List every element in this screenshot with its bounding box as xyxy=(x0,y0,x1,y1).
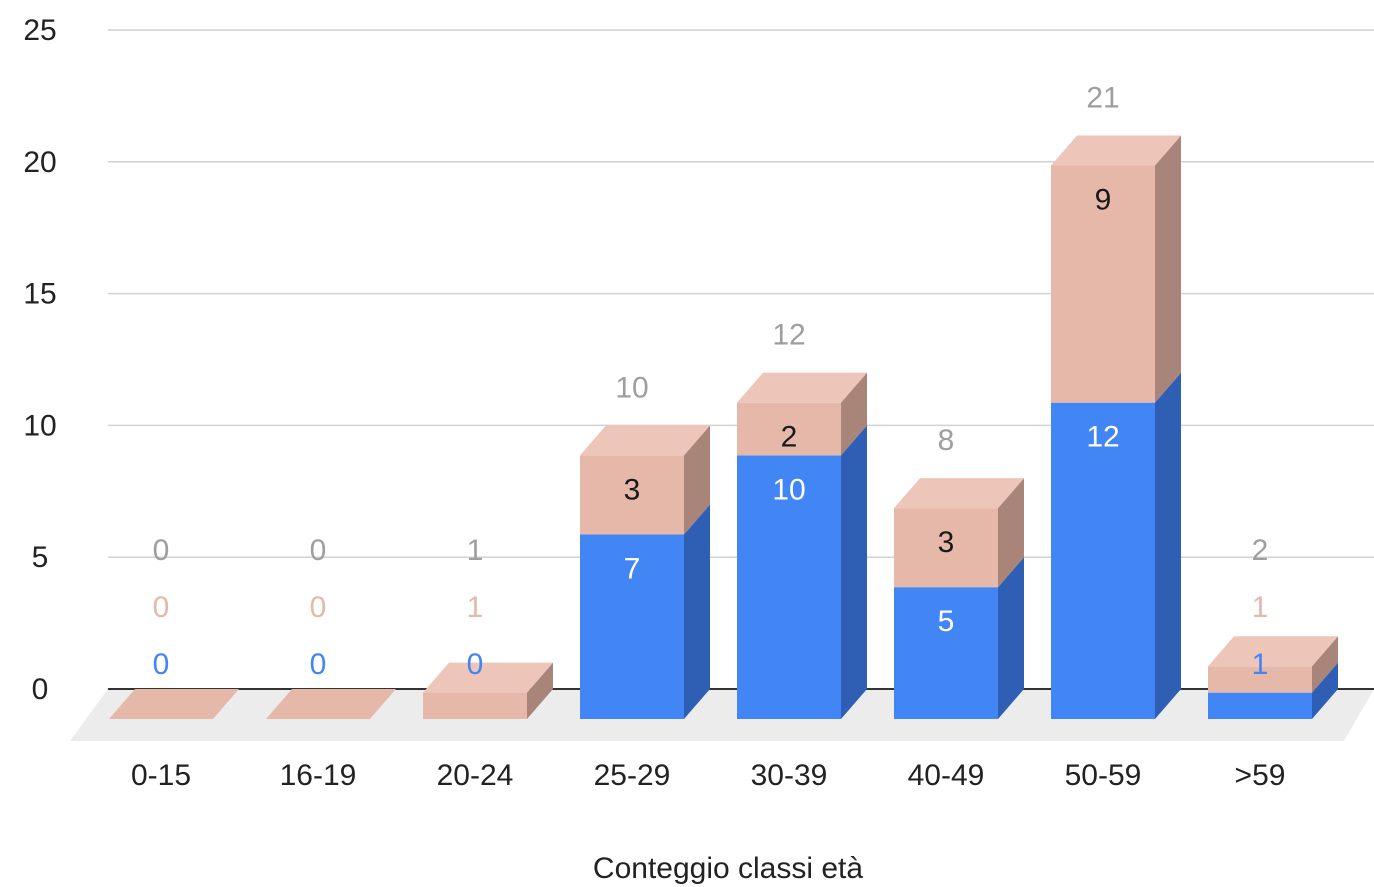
bar-group xyxy=(894,478,1024,719)
x-tick-label: 20-24 xyxy=(437,759,514,792)
chart-floor xyxy=(70,689,1374,741)
data-label-series1: 7 xyxy=(624,552,641,585)
bar-series1-front xyxy=(737,455,841,719)
bar-top xyxy=(580,425,710,456)
data-label-total: 2 xyxy=(1252,534,1269,567)
bar-series1-side xyxy=(841,425,867,719)
data-label-total: 10 xyxy=(615,371,648,404)
bar-series2-front xyxy=(580,455,684,535)
bar-group xyxy=(1051,135,1181,719)
bar-group xyxy=(109,689,239,719)
bar-group xyxy=(580,425,710,719)
bar-top xyxy=(1051,135,1181,166)
x-axis-ticks: 0-15 16-19 20-24 25-29 30-39 40-49 50-59 >59 xyxy=(131,759,1285,792)
data-label-total: 1 xyxy=(467,534,484,567)
x-tick-label: 16-19 xyxy=(280,759,357,792)
bar-series2-side xyxy=(1155,135,1181,403)
data-label-series2: 3 xyxy=(624,473,641,506)
data-label-series1: 0 xyxy=(467,648,484,681)
x-tick-label: 50-59 xyxy=(1065,759,1142,792)
bar-series1-front xyxy=(580,534,684,719)
y-tick-label: 5 xyxy=(32,541,49,574)
bar-series1-front xyxy=(1051,402,1155,719)
y-tick-label: 10 xyxy=(23,409,56,442)
data-label-series2: 9 xyxy=(1095,183,1112,216)
data-label-total: 8 xyxy=(938,424,955,457)
bar-top xyxy=(1208,636,1338,667)
bar-series2-side xyxy=(1312,636,1338,693)
x-tick-label: 40-49 xyxy=(908,759,985,792)
data-label-series1: 0 xyxy=(310,648,327,681)
bar-group xyxy=(266,689,396,719)
bar-series2-side xyxy=(527,662,553,719)
bar-series2-front xyxy=(1051,165,1155,403)
y-tick-label: 20 xyxy=(23,146,56,179)
bar-group xyxy=(737,372,867,719)
bars xyxy=(109,135,1338,719)
bar-series2-side xyxy=(998,478,1024,588)
x-tick-label: 0-15 xyxy=(131,759,191,792)
data-label-series2: 0 xyxy=(153,591,170,624)
data-label-total: 21 xyxy=(1086,81,1119,114)
x-tick-label: 25-29 xyxy=(594,759,671,792)
bar-series2-front xyxy=(1208,666,1312,693)
data-label-series1: 12 xyxy=(1086,421,1119,454)
data-label-total: 12 xyxy=(772,319,805,352)
data-label-series2: 1 xyxy=(467,591,484,624)
bar-top xyxy=(423,662,553,693)
data-label-series1: 5 xyxy=(938,605,955,638)
y-tick-label: 0 xyxy=(32,673,49,706)
floor-plane xyxy=(70,689,1374,741)
data-label-series1: 0 xyxy=(153,648,170,681)
data-label-series2: 0 xyxy=(310,591,327,624)
data-label-series2: 2 xyxy=(781,421,798,454)
data-label-series1: 10 xyxy=(772,473,805,506)
x-tick-label: >59 xyxy=(1235,759,1286,792)
bar-group xyxy=(423,662,553,719)
bar-series1-front xyxy=(1208,692,1312,719)
data-label-series1: 1 xyxy=(1252,648,1269,681)
y-tick-label: 15 xyxy=(23,278,56,311)
x-tick-label: 30-39 xyxy=(751,759,828,792)
bar-series2-front xyxy=(894,508,998,588)
bar-series2-side xyxy=(841,372,867,456)
bar-empty-top xyxy=(109,689,239,719)
bar-series1-side xyxy=(998,557,1024,719)
data-label-series2: 1 xyxy=(1252,591,1269,624)
bar-series1-front xyxy=(894,587,998,719)
bar-series2-side xyxy=(684,425,710,535)
bar-empty-top xyxy=(266,689,396,719)
bar-series1-side xyxy=(1155,372,1181,719)
bar-group xyxy=(1208,636,1338,719)
bar-top xyxy=(737,372,867,403)
bar-series2-front xyxy=(737,402,841,456)
data-label-series2: 3 xyxy=(938,526,955,559)
y-tick-label: 25 xyxy=(23,14,56,47)
bar-series1-side xyxy=(1312,662,1338,719)
x-axis-label: Conteggio classi età xyxy=(593,852,863,885)
data-label-total: 0 xyxy=(310,534,327,567)
data-label-total: 0 xyxy=(153,534,170,567)
bar-series2-front xyxy=(423,692,527,719)
bar-top xyxy=(894,478,1024,509)
bar-series1-side xyxy=(684,504,710,719)
y-axis-ticks: 0 5 10 15 20 25 xyxy=(23,14,56,706)
